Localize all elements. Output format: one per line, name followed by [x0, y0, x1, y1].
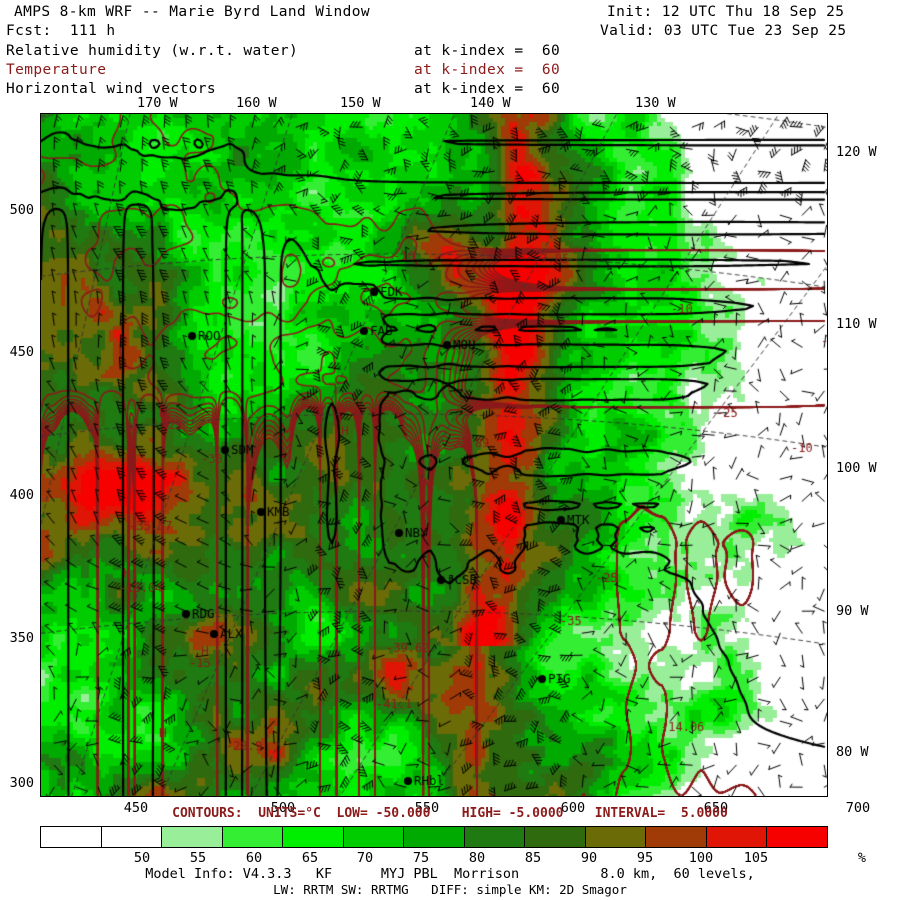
map-plot-area[interactable]: [40, 113, 828, 797]
axis-top-tick: 140 W: [470, 95, 511, 111]
weather-field-canvas: [41, 114, 827, 796]
colorbar-swatch: [767, 827, 827, 847]
field-2-level: at k-index = 60: [414, 62, 561, 78]
colorbar-swatch: [525, 827, 586, 847]
axis-bottom-tick: 700: [845, 800, 871, 816]
field-1-level: at k-index = 60: [414, 43, 561, 59]
forecast-hour: Fcst: 111 h: [6, 23, 116, 39]
colorbar-tick: 55: [189, 850, 207, 866]
axis-left-tick: 400: [9, 487, 34, 503]
axis-right-tick: 90 W: [836, 603, 869, 619]
colorbar-tick: 50: [133, 850, 151, 866]
colorbar-tick: 95: [636, 850, 654, 866]
axis-top-tick: 130 W: [635, 95, 676, 111]
colorbar-swatch: [706, 827, 768, 847]
field-3-level: at k-index = 60: [414, 81, 561, 97]
colorbar-swatch: [283, 827, 344, 847]
field-3-label: Horizontal wind vectors: [6, 81, 216, 97]
axis-top-tick: 150 W: [340, 95, 381, 111]
axis-left-tick: 450: [9, 344, 34, 360]
axis-left-tick: 350: [9, 630, 34, 646]
axis-bottom-tick: 500: [270, 800, 296, 816]
colorbar-swatch: [585, 827, 647, 847]
colorbar-tick: 60: [245, 850, 263, 866]
colorbar-tick: 90: [580, 850, 598, 866]
field-1-label: Relative humidity (w.r.t. water): [6, 43, 299, 59]
axis-left-tick: 500: [9, 202, 34, 218]
init-time: Init: 12 UTC Thu 18 Sep 25: [607, 4, 845, 20]
axis-bottom-tick: 600: [560, 800, 586, 816]
colorbar-swatch: [404, 827, 465, 847]
axis-top-tick: 160 W: [236, 95, 277, 111]
plot-header: AMPS 8-km WRF -- Marie Byrd Land Window …: [0, 0, 900, 108]
colorbar-swatch: [41, 827, 102, 847]
colorbar-unit: %: [857, 850, 867, 866]
colorbar-swatch: [646, 827, 707, 847]
colorbar-tick: 85: [524, 850, 542, 866]
valid-time: Valid: 03 UTC Tue 23 Sep 25: [600, 23, 847, 39]
axis-bottom-tick: 650: [703, 800, 729, 816]
plot-title: AMPS 8-km WRF -- Marie Byrd Land Window: [14, 4, 371, 20]
colorbar-tick: 105: [743, 850, 769, 866]
axis-top-tick: 170 W: [137, 95, 178, 111]
colorbar-swatches: [40, 826, 828, 848]
axis-right-tick: 110 W: [836, 316, 877, 332]
field-2-label: Temperature: [6, 62, 107, 78]
contour-info-line: CONTOURS: UNITS=°C LOW= -50.000 HIGH= -5…: [172, 806, 728, 821]
axis-left-tick: 300: [9, 775, 34, 791]
colorbar-swatch: [162, 827, 223, 847]
axis-bottom-tick: 450: [123, 800, 149, 816]
colorbar-swatch: [101, 827, 163, 847]
axis-right-tick: 120 W: [836, 144, 877, 160]
colorbar-tick: 100: [688, 850, 714, 866]
colorbar-swatch: [464, 827, 526, 847]
colorbar-tick: 80: [468, 850, 486, 866]
colorbar-swatch: [343, 827, 405, 847]
model-info-line-2: LW: RRTM SW: RRTMG DIFF: simple KM: 2D S…: [273, 882, 627, 897]
model-info-line-1: Model Info: V4.3.3 KF MYJ PBL Morrison 8…: [145, 866, 755, 882]
axis-bottom-tick: 550: [414, 800, 440, 816]
colorbar-tick: 70: [356, 850, 374, 866]
axis-right-tick: 80 W: [836, 744, 869, 760]
colorbar-tick: 65: [301, 850, 319, 866]
colorbar-swatch: [222, 827, 284, 847]
colorbar[interactable]: [40, 826, 828, 848]
axis-right-tick: 100 W: [836, 460, 877, 476]
colorbar-tick: 75: [412, 850, 430, 866]
